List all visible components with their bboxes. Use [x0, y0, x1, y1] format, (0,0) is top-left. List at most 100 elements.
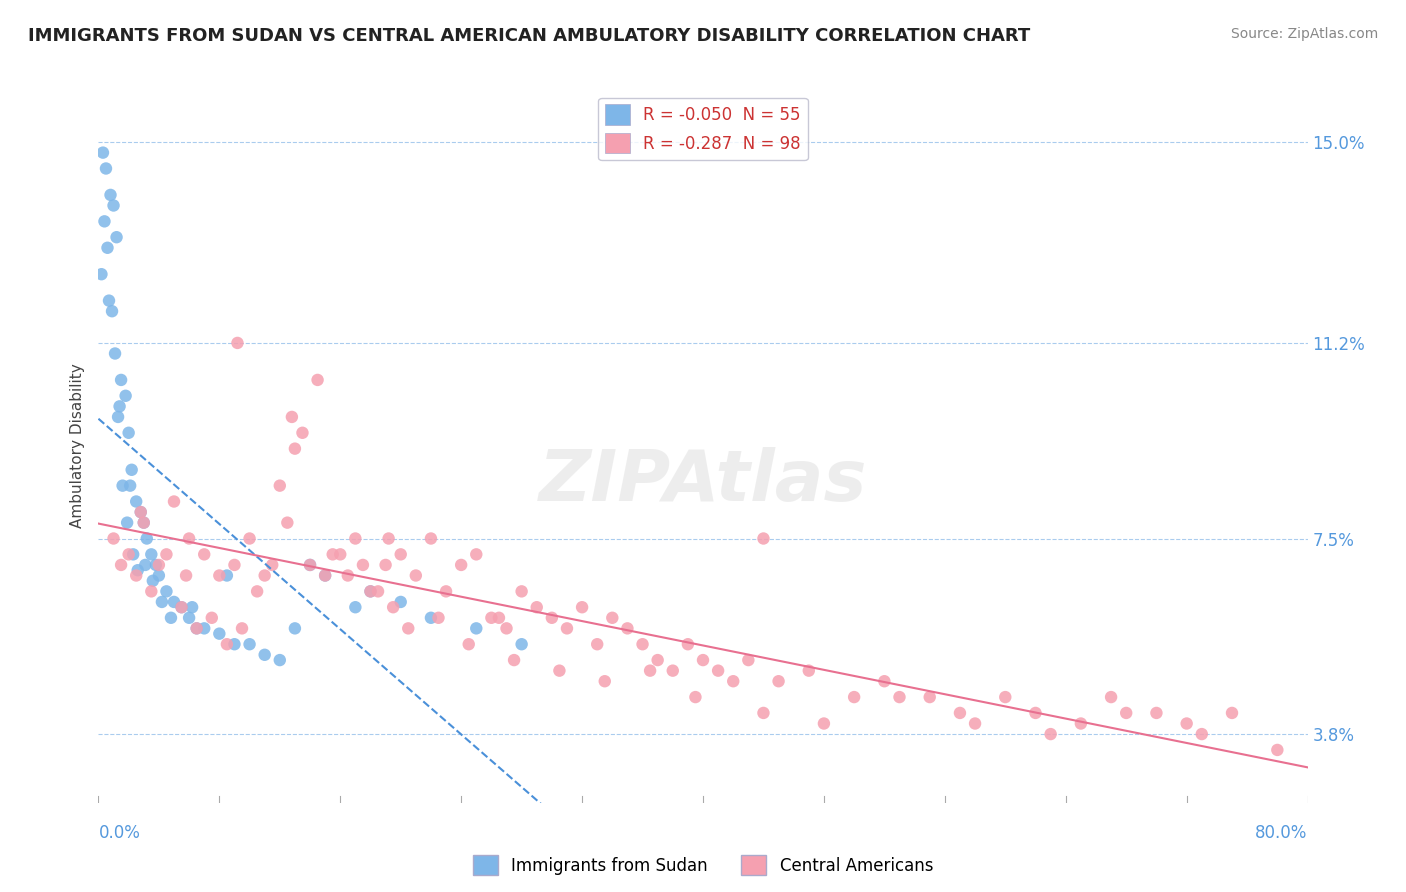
Point [105, 230, 128, 244]
Point [269, 653, 291, 667]
Point [737, 653, 759, 667]
Point [201, 611, 224, 625]
Point [465, 547, 488, 561]
Point [150, 595, 173, 609]
Point [571, 600, 593, 615]
Point [768, 674, 790, 689]
Point [1115, 706, 1137, 720]
Point [181, 600, 204, 615]
Point [253, 648, 276, 662]
Point [540, 611, 562, 625]
Point [1220, 706, 1243, 720]
Point [90, 267, 112, 281]
Point [93, 214, 115, 228]
Point [269, 478, 291, 492]
Point [170, 600, 193, 615]
Legend: Immigrants from Sudan, Central Americans: Immigrants from Sudan, Central Americans [467, 848, 939, 882]
Point [246, 584, 269, 599]
Point [101, 304, 124, 318]
Point [134, 558, 156, 572]
Point [352, 558, 374, 572]
Point [96, 241, 118, 255]
Point [135, 532, 157, 546]
Point [239, 532, 262, 546]
Point [284, 621, 307, 635]
Point [231, 621, 253, 635]
Point [115, 516, 138, 530]
Point [155, 547, 177, 561]
Point [457, 637, 479, 651]
Point [110, 558, 132, 572]
Point [111, 478, 134, 492]
Point [918, 690, 941, 704]
Point [104, 346, 127, 360]
Point [420, 611, 443, 625]
Point [555, 621, 578, 635]
Point [1175, 716, 1198, 731]
Point [465, 621, 488, 635]
Point [145, 558, 167, 572]
Point [163, 595, 186, 609]
Point [1267, 743, 1289, 757]
Point [125, 568, 148, 582]
Point [215, 568, 238, 582]
Point [374, 558, 396, 572]
Point [526, 600, 548, 615]
Point [510, 584, 533, 599]
Point [873, 674, 896, 689]
Point [382, 600, 405, 615]
Point [239, 637, 262, 651]
Point [118, 425, 141, 440]
Point [120, 478, 142, 492]
Point [593, 674, 616, 689]
Point [488, 611, 510, 625]
Text: Source: ZipAtlas.com: Source: ZipAtlas.com [1230, 27, 1378, 41]
Point [224, 637, 246, 651]
Point [405, 568, 427, 582]
Point [707, 664, 730, 678]
Text: ZIPAtlas: ZIPAtlas [538, 447, 868, 516]
Point [141, 584, 163, 599]
Point [208, 568, 231, 582]
Point [495, 621, 517, 635]
Point [723, 674, 745, 689]
Point [148, 568, 170, 582]
Point [602, 611, 624, 625]
Point [129, 505, 152, 519]
Point [253, 568, 276, 582]
Point [1146, 706, 1168, 720]
Point [179, 611, 201, 625]
Point [148, 558, 170, 572]
Point [125, 494, 148, 508]
Point [299, 558, 322, 572]
Point [224, 558, 246, 572]
Point [1191, 727, 1213, 741]
Point [107, 409, 129, 424]
Text: 0.0%: 0.0% [98, 824, 141, 842]
Point [360, 584, 382, 599]
Point [179, 532, 201, 546]
Point [676, 637, 699, 651]
Point [1099, 690, 1122, 704]
Point [284, 442, 307, 456]
Point [752, 706, 775, 720]
Legend: R = -0.050  N = 55, R = -0.287  N = 98: R = -0.050 N = 55, R = -0.287 N = 98 [599, 97, 807, 160]
Point [965, 716, 987, 731]
Point [450, 558, 472, 572]
Point [813, 716, 835, 731]
Point [360, 584, 382, 599]
Point [661, 664, 683, 678]
Point [389, 595, 412, 609]
Point [108, 400, 131, 414]
Point [121, 463, 143, 477]
Point [215, 637, 238, 651]
Point [336, 568, 359, 582]
Point [481, 611, 503, 625]
Text: IMMIGRANTS FROM SUDAN VS CENTRAL AMERICAN AMBULATORY DISABILITY CORRELATION CHAR: IMMIGRANTS FROM SUDAN VS CENTRAL AMERICA… [28, 27, 1031, 45]
Point [276, 516, 298, 530]
Point [377, 532, 399, 546]
Point [110, 373, 132, 387]
Point [631, 637, 654, 651]
Text: 80.0%: 80.0% [1256, 824, 1308, 842]
Point [752, 532, 775, 546]
